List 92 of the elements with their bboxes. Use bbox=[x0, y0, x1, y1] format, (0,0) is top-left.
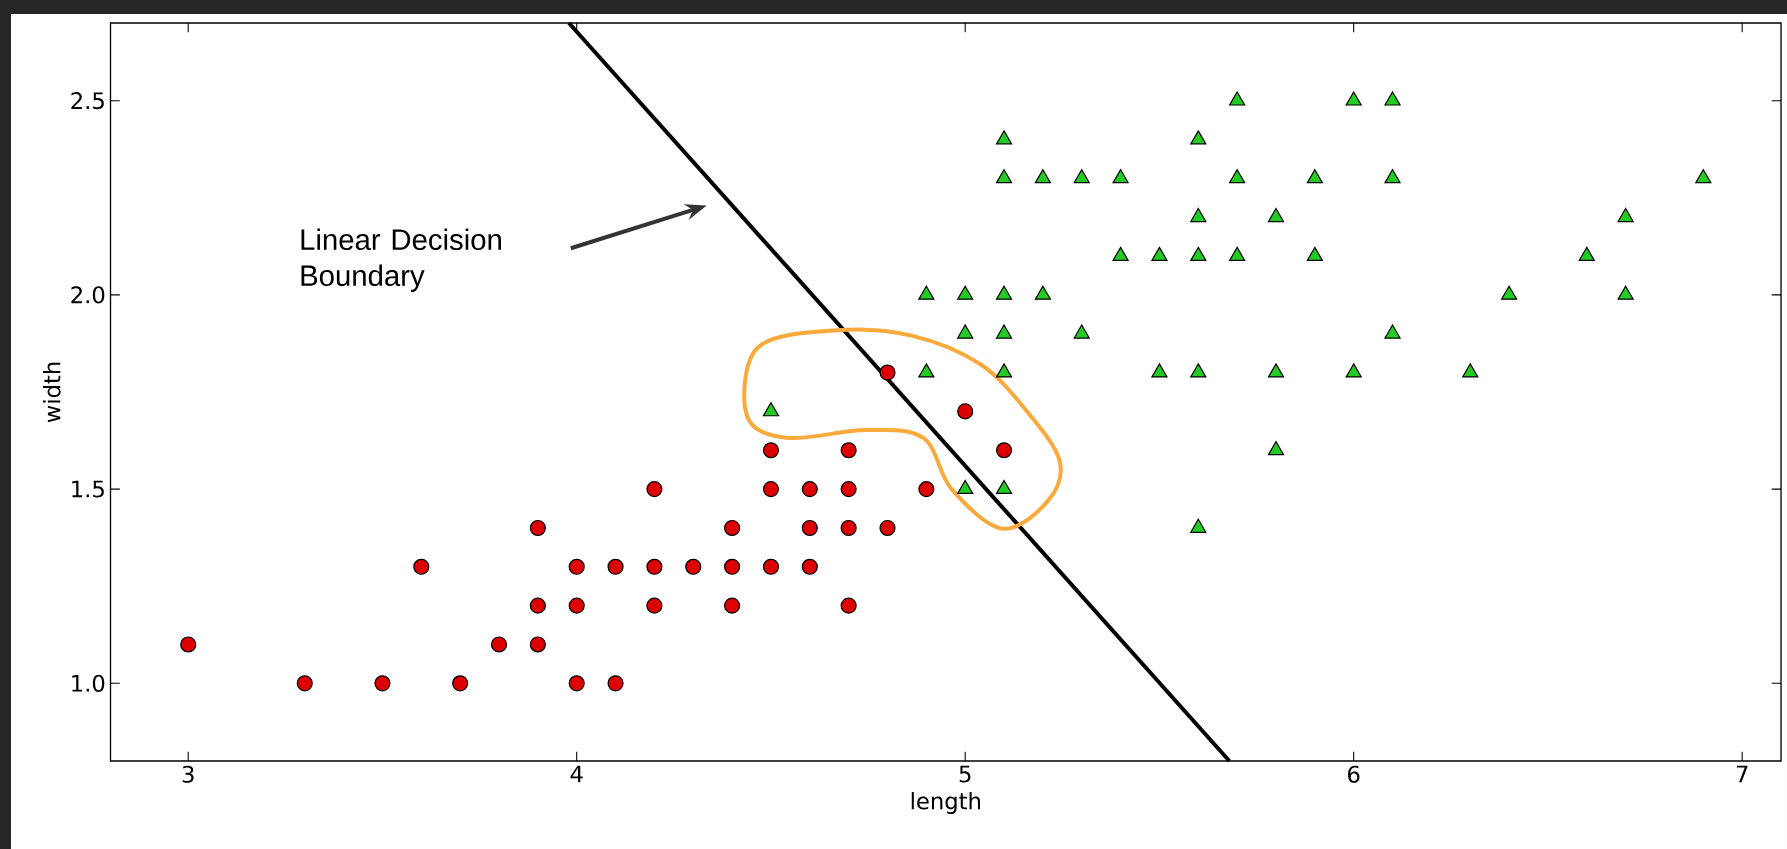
x-tick-label: 4 bbox=[570, 765, 583, 783]
point bbox=[995, 285, 1013, 300]
point bbox=[1073, 169, 1090, 184]
point bbox=[1384, 324, 1401, 339]
x-tick-label: 6 bbox=[1348, 765, 1360, 783]
point bbox=[1462, 363, 1479, 378]
point bbox=[801, 519, 818, 537]
point bbox=[529, 519, 546, 537]
annotation: Linear Decision Boundary bbox=[301, 228, 501, 292]
point bbox=[1578, 246, 1595, 261]
x-tick-label: 5 bbox=[959, 765, 971, 783]
point bbox=[957, 403, 974, 420]
point bbox=[840, 481, 857, 498]
point bbox=[490, 636, 508, 653]
point bbox=[1112, 246, 1129, 261]
point bbox=[1229, 91, 1246, 106]
point bbox=[568, 558, 585, 575]
y-tick-label: 2.0 bbox=[71, 286, 105, 304]
point bbox=[762, 402, 780, 417]
point bbox=[568, 597, 585, 614]
point bbox=[995, 324, 1013, 339]
point bbox=[646, 597, 663, 614]
point bbox=[529, 597, 546, 614]
point bbox=[918, 363, 935, 378]
y-tick-label: 2.5 bbox=[71, 92, 104, 110]
x-tick-label: 7 bbox=[1736, 765, 1748, 783]
point bbox=[1267, 363, 1285, 378]
point bbox=[1112, 169, 1129, 184]
point bbox=[957, 324, 974, 339]
point bbox=[762, 481, 780, 498]
point bbox=[413, 558, 430, 575]
point bbox=[995, 479, 1013, 495]
point bbox=[1345, 363, 1362, 378]
point bbox=[1190, 130, 1207, 145]
point bbox=[1306, 246, 1323, 261]
point bbox=[918, 481, 935, 498]
point bbox=[529, 636, 546, 653]
point bbox=[180, 636, 197, 653]
point bbox=[1384, 169, 1401, 184]
point bbox=[1267, 440, 1285, 456]
x-axis-title: length bbox=[911, 792, 980, 814]
point bbox=[607, 558, 624, 575]
point bbox=[1190, 207, 1207, 223]
point bbox=[568, 675, 585, 692]
point bbox=[1384, 91, 1401, 106]
point bbox=[1229, 246, 1246, 261]
point bbox=[1151, 246, 1168, 261]
point bbox=[957, 479, 974, 495]
point bbox=[801, 481, 818, 498]
point bbox=[840, 442, 857, 459]
y-tick-label: 1.0 bbox=[72, 674, 105, 692]
point bbox=[1073, 324, 1090, 339]
point bbox=[801, 558, 818, 575]
point bbox=[296, 675, 313, 692]
point bbox=[1229, 169, 1246, 184]
point bbox=[1190, 363, 1207, 378]
point bbox=[995, 442, 1013, 459]
point bbox=[995, 130, 1013, 145]
point bbox=[1034, 169, 1051, 184]
point bbox=[957, 285, 974, 300]
point bbox=[1190, 518, 1207, 533]
point bbox=[646, 558, 663, 575]
point bbox=[374, 675, 391, 692]
point bbox=[762, 558, 780, 575]
point bbox=[995, 169, 1013, 184]
point bbox=[879, 364, 896, 381]
point bbox=[918, 285, 935, 300]
y-tick-label: 1.5 bbox=[72, 480, 104, 498]
y-axis-title: width bbox=[43, 362, 61, 423]
point bbox=[1151, 363, 1168, 378]
point bbox=[724, 597, 741, 614]
point bbox=[1190, 246, 1207, 261]
point bbox=[840, 519, 857, 537]
point bbox=[1267, 207, 1285, 223]
x-tick-label: 3 bbox=[182, 765, 194, 783]
point bbox=[1345, 91, 1362, 106]
point bbox=[1617, 207, 1634, 223]
point bbox=[995, 363, 1013, 378]
point bbox=[1617, 285, 1634, 300]
point bbox=[724, 558, 741, 575]
point bbox=[452, 675, 469, 692]
point bbox=[1306, 169, 1323, 184]
point bbox=[646, 481, 663, 498]
point bbox=[1034, 285, 1051, 300]
point bbox=[607, 675, 624, 692]
point bbox=[840, 597, 857, 614]
point bbox=[1695, 169, 1712, 184]
point bbox=[1500, 285, 1518, 300]
point bbox=[724, 519, 741, 537]
point bbox=[762, 442, 780, 459]
point bbox=[685, 558, 702, 575]
point bbox=[879, 519, 896, 537]
